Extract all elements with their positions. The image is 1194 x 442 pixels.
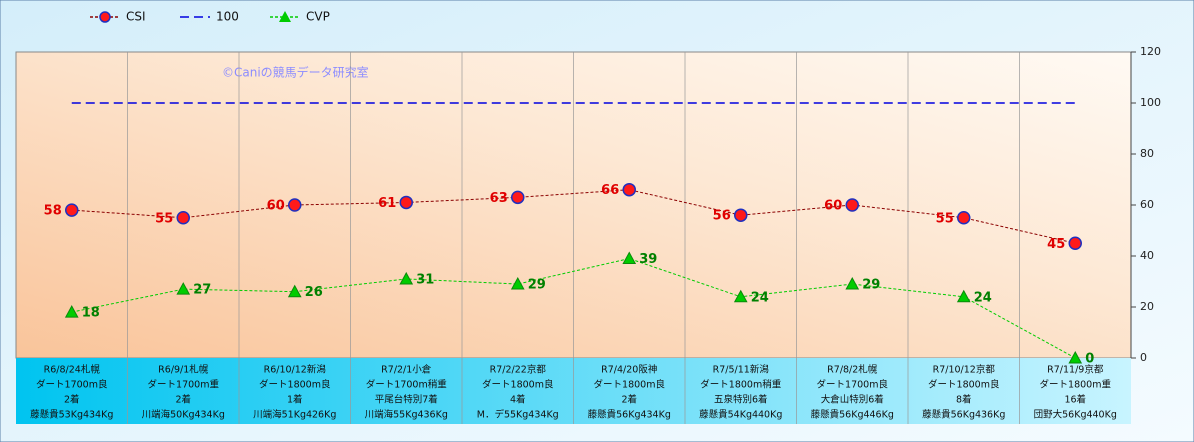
data-label: 66 (601, 183, 619, 198)
series-line (71, 258, 1076, 359)
legend-marker (99, 11, 111, 23)
point (511, 190, 525, 205)
data-label: 27 (193, 283, 211, 298)
watermark: ©Caniの競馬データ研究室 (222, 65, 369, 80)
data-label: 56 (713, 209, 731, 224)
data-label: 26 (305, 285, 323, 300)
point (288, 198, 302, 212)
series-line (71, 189, 1076, 244)
x-tick-label: M．デ55Kg434Kg (477, 409, 559, 421)
point (510, 277, 525, 290)
point (176, 282, 191, 295)
x-tick-label: R7/2/1小倉 (381, 364, 432, 376)
point (287, 284, 302, 298)
point (65, 203, 79, 217)
data-label: 55 (936, 211, 954, 226)
x-tick-label: ダート1800m良 (482, 379, 554, 391)
legend-label: 100 (216, 10, 239, 24)
x-tick-label: R7/5/11新潟 (713, 364, 769, 376)
data-label: 63 (490, 191, 508, 206)
legend-label: CSI (126, 10, 146, 24)
y-tick-label: 80 (1140, 147, 1154, 160)
x-tick-label: 2着 (621, 394, 637, 406)
data-label: 55 (155, 211, 173, 226)
point (176, 211, 190, 225)
data-label: 58 (44, 204, 62, 219)
x-tick-label: R7/10/12京都 (933, 364, 996, 376)
x-tick-label: 2着 (175, 394, 191, 406)
data-label: 24 (751, 290, 769, 305)
point (956, 289, 971, 303)
x-tick-label: ダート1800m良 (259, 379, 331, 391)
data-label: 61 (378, 196, 396, 211)
legend-marker (279, 11, 291, 22)
y-tick-label: 100 (1140, 96, 1161, 109)
x-tick-label: ダート1800m良 (594, 379, 666, 391)
x-tick-label: 川端海55Kg436Kg (365, 409, 448, 421)
x-tick-label: 五泉特別6着 (714, 394, 768, 406)
data-label: 0 (1085, 352, 1094, 367)
x-tick-label: 8着 (956, 394, 972, 406)
x-tick-label: ダート1700m重 (148, 379, 220, 391)
y-tick-label: 40 (1140, 249, 1154, 262)
point (622, 182, 636, 197)
x-tick-label: 藤懸貴56Kg434Kg (588, 409, 671, 421)
x-tick-label: 1着 (287, 394, 303, 406)
x-tick-label: R7/11/9京都 (1047, 364, 1104, 376)
x-tick-label: 大倉山特別6着 (821, 394, 884, 406)
point (733, 289, 748, 303)
point (734, 208, 748, 222)
data-label: 18 (82, 306, 100, 321)
x-tick-label: ダート1800m重 (1040, 379, 1112, 391)
point (957, 211, 971, 225)
point (399, 195, 413, 210)
x-tick-label: R7/2/22京都 (490, 364, 547, 376)
legend-label: CVP (306, 10, 330, 24)
x-tick-label: 藤懸貴53Kg434Kg (30, 409, 113, 421)
x-tick-label: 藤懸貴56Kg446Kg (811, 409, 894, 421)
point (845, 277, 860, 290)
x-tick-label: R7/4/20阪神 (601, 364, 657, 376)
y-tick-label: 20 (1140, 300, 1154, 313)
x-tick-label: R6/10/12新潟 (264, 364, 326, 376)
x-tick-label: 川端海51Kg426Kg (253, 409, 336, 421)
data-label: 39 (639, 252, 657, 267)
legend: CSI 100 CVP (90, 10, 330, 24)
x-tick-label: ダート1700m稍重 (366, 379, 447, 391)
x-tick-label: R6/9/1札幌 (158, 364, 209, 376)
x-tick-label: ダート1700m良 (36, 379, 108, 391)
x-tick-label: 藤懸貴54Kg440Kg (699, 409, 782, 421)
x-tick-label: ダート1800m良 (928, 379, 1000, 391)
x-tick-label: R6/8/24札幌 (44, 364, 101, 376)
x-tick-label: R7/8/2札幌 (827, 364, 878, 376)
x-tick-label: 4着 (510, 394, 526, 406)
y-tick-label: 0 (1140, 351, 1147, 364)
x-tick-label: 川端海50Kg434Kg (142, 409, 225, 421)
point (845, 198, 859, 212)
point (399, 271, 414, 285)
data-label: 29 (528, 278, 546, 293)
y-tick-label: 120 (1140, 45, 1161, 58)
x-tick-label: 16着 (1064, 394, 1086, 406)
point (1068, 350, 1083, 364)
data-label: 31 (416, 272, 434, 287)
point (1068, 236, 1082, 250)
x-tick-label: ダート1700m良 (817, 379, 889, 391)
data-label: 60 (267, 199, 285, 214)
data-label: 60 (824, 199, 842, 214)
data-label: 24 (974, 290, 992, 305)
point (64, 305, 79, 318)
point (622, 251, 637, 265)
y-tick-label: 60 (1140, 198, 1154, 211)
data-label: 45 (1047, 237, 1065, 252)
x-tick-label: 平尾台特別7着 (375, 394, 438, 406)
x-tick-label: 2着 (64, 394, 80, 406)
data-label: 29 (862, 278, 880, 293)
x-tick-label: ダート1800m稍重 (700, 379, 781, 391)
x-tick-label: 団野大56Kg440Kg (1034, 409, 1117, 421)
x-tick-label: 藤懸貴56Kg436Kg (922, 409, 1005, 421)
